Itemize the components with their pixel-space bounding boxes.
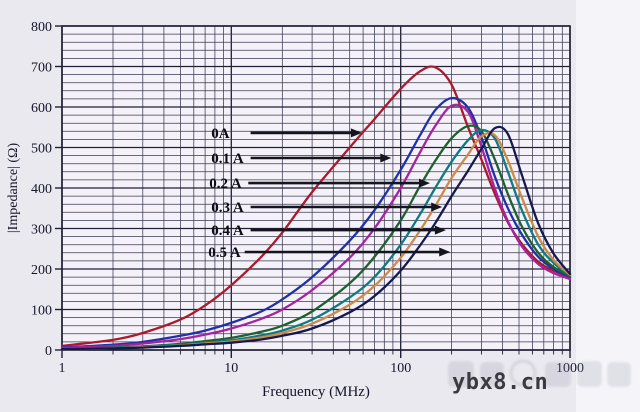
y-tick-label: 500	[31, 142, 52, 157]
curve-series	[60, 65, 572, 351]
faint-watermark-glyph	[577, 361, 602, 387]
y-tick-label: 300	[31, 223, 52, 238]
legend-label-04a: 0.4 A	[211, 223, 244, 239]
legend-arrow-head	[419, 178, 430, 188]
y-axis-title: |Impedance| (Ω)	[6, 143, 21, 234]
axes	[55, 25, 571, 358]
x-tick-label: 1	[59, 361, 66, 376]
legend-label-0a: 0A	[211, 126, 230, 142]
y-tick-labels: 0 100 200 300 400 500 600 700 800	[31, 20, 52, 359]
faint-watermark-glyph	[545, 362, 571, 387]
y-tick-label: 0	[45, 344, 52, 359]
watermark-text: ybx8.cn	[452, 370, 548, 395]
curve-01a	[60, 96, 572, 349]
legend-arrow-head	[439, 247, 451, 257]
x-tick-label: 10	[224, 361, 238, 376]
faint-watermark-glyph	[480, 362, 504, 387]
right-margin-background	[576, 0, 640, 412]
y-tick-label: 100	[31, 304, 52, 319]
faint-watermark-glyph	[509, 359, 537, 387]
legend-label-03a: 0.3 A	[211, 200, 244, 216]
y-tick-label: 400	[31, 182, 52, 197]
y-tick-label: 700	[31, 61, 52, 76]
y-tick-label: 200	[31, 263, 52, 278]
faint-watermark	[448, 359, 631, 387]
legend: 0A 0.1 A 0.2 A 0.3 A 0.4 A 0.5 A	[208, 126, 451, 261]
y-tick-label: 600	[31, 101, 52, 116]
faint-watermark-glyph	[448, 361, 474, 387]
legend-arrow-head	[434, 225, 446, 235]
legend-label-01a: 0.1 A	[211, 151, 244, 167]
legend-arrow-head	[350, 128, 362, 138]
y-tick-label: 800	[31, 20, 52, 35]
curve-unlabeled	[60, 103, 572, 350]
legend-label-02a: 0.2 A	[209, 176, 242, 192]
faint-watermark-glyph	[607, 362, 631, 387]
x-tick-label: 100	[390, 361, 411, 376]
curve-02a	[60, 124, 572, 350]
curve-05a	[60, 125, 572, 351]
x-axis-title: Frequency (MHz)	[262, 384, 370, 400]
legend-label-05a: 0.5 A	[208, 245, 241, 261]
legend-arrow-head	[431, 202, 443, 212]
legend-arrow-head	[380, 153, 392, 163]
